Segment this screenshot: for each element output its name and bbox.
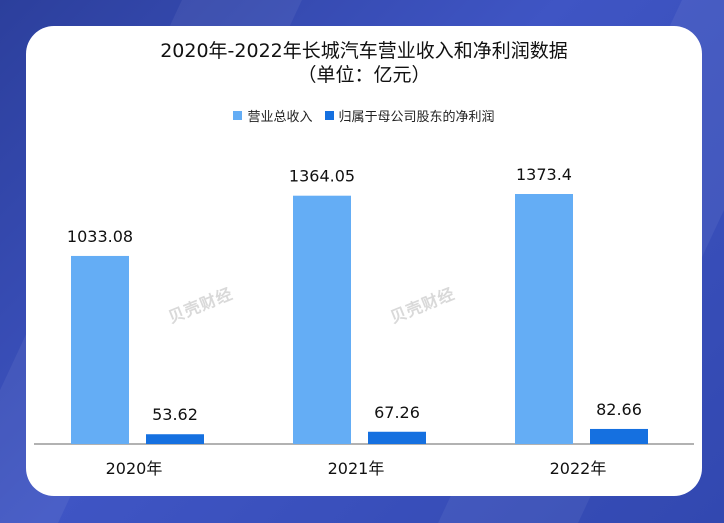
legend-swatch-revenue bbox=[233, 111, 243, 120]
data-label-net-profit-2: 82.66 bbox=[596, 400, 642, 419]
bar-revenue-1 bbox=[293, 195, 351, 444]
data-label-revenue-2: 1373.4 bbox=[516, 165, 572, 184]
bar-net-profit-2 bbox=[590, 428, 648, 444]
data-label-revenue-0: 1033.08 bbox=[67, 227, 133, 246]
legend-label-revenue: 营业总收入 bbox=[247, 110, 313, 125]
data-label-revenue-1: 1364.05 bbox=[289, 167, 355, 186]
chart-subtitle: （单位：亿元） bbox=[297, 64, 431, 86]
bar-net-profit-1 bbox=[368, 431, 426, 444]
legend-swatch-net-profit bbox=[324, 111, 334, 120]
x-tick-label-2: 2022年 bbox=[550, 459, 607, 478]
x-tick-label-1: 2021年 bbox=[328, 459, 385, 478]
bar-revenue-2 bbox=[515, 194, 573, 444]
chart-title: 2020年-2022年长城汽车营业收入和净利润数据 bbox=[160, 40, 568, 62]
data-label-net-profit-1: 67.26 bbox=[374, 403, 420, 422]
legend-item-revenue: 营业总收入 bbox=[233, 106, 313, 125]
bar-chart: 1033.08 53.62 2020年 1364.05 67.26 2021年 1373.4… bbox=[34, 165, 694, 478]
legend-item-net-profit: 归属于母公司股东的净利润 bbox=[324, 106, 495, 125]
x-tick-label-0: 2020年 bbox=[106, 459, 163, 478]
bar-revenue-0 bbox=[71, 255, 129, 444]
bar-net-profit-0 bbox=[146, 434, 204, 444]
chart-card: 2020年-2022年长城汽车营业收入和净利润数据 （单位：亿元） 营业总收入 … bbox=[26, 26, 702, 496]
legend-label-net-profit: 归属于母公司股东的净利润 bbox=[338, 110, 495, 125]
chart-legend: 营业总收入 归属于母公司股东的净利润 bbox=[26, 106, 702, 125]
data-label-net-profit-0: 53.62 bbox=[152, 405, 198, 424]
